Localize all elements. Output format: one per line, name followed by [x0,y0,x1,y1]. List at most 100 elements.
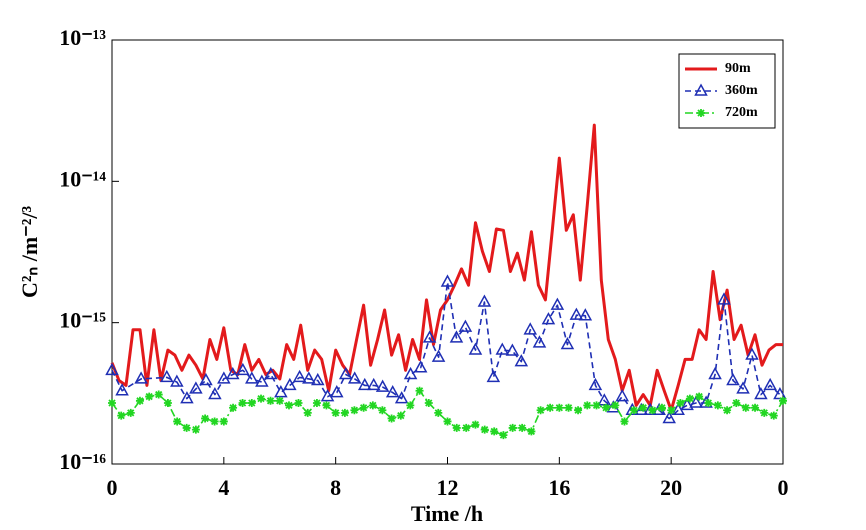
marker [255,374,269,387]
x-axis-label: Time /h [411,501,483,526]
marker [180,391,194,404]
marker [330,385,344,398]
marker [477,294,492,307]
marker [662,410,676,424]
marker [685,394,694,403]
marker [611,401,620,410]
marker [667,406,676,415]
marker [396,411,405,420]
marker [302,371,316,384]
marker [518,423,527,432]
y-tick-label: 10⁻¹⁴ [59,166,106,191]
marker [732,399,741,408]
marker [458,319,473,332]
marker [415,386,424,395]
marker [105,362,119,376]
marker [505,343,520,356]
marker [560,337,575,350]
marker [536,406,545,415]
y-tick-label: 10⁻¹⁶ [59,449,106,474]
marker [350,406,359,415]
legend-label: 90m [725,61,751,76]
marker [294,399,303,408]
x-tick-label: 20 [660,475,682,500]
marker [615,389,630,402]
x-tick-label: 16 [548,475,570,500]
marker [357,377,372,391]
marker [704,399,713,408]
marker [274,385,288,398]
marker [508,423,517,432]
marker [284,401,293,410]
marker [347,371,362,384]
marker [760,408,769,417]
marker [680,397,694,411]
marker [602,403,611,412]
marker [514,354,529,367]
marker [406,401,415,410]
marker [468,342,483,355]
marker [201,414,210,423]
marker [648,406,657,415]
marker [292,369,307,383]
marker [763,377,777,391]
y-axis-label: C²ₙ /m⁻²/³ [17,206,42,299]
x-tick-label: 12 [437,475,459,500]
marker [182,423,191,432]
marker [745,347,759,360]
marker [338,366,353,380]
series-line [111,281,781,420]
marker [499,431,508,440]
marker [440,274,455,287]
marker [208,386,222,400]
marker [754,386,768,400]
x-tick-label: 0 [107,475,118,500]
marker [431,349,446,362]
marker [210,417,219,426]
marker [257,394,266,403]
marker [434,408,443,417]
marker [532,335,547,348]
marker [385,385,400,398]
marker [480,425,489,434]
marker [597,393,612,406]
marker [238,399,247,408]
marker [546,403,555,412]
marker [145,392,154,401]
marker [639,403,648,412]
marker [574,406,583,415]
marker [236,362,250,376]
legend-marker [694,83,708,96]
marker [657,403,666,412]
marker [247,399,256,408]
marker [523,322,538,335]
marker [264,366,278,380]
marker [163,399,172,408]
marker [320,389,335,402]
marker [266,396,275,405]
marker [311,372,325,386]
marker [443,417,452,426]
x-tick-label: 4 [218,475,229,500]
marker [583,401,592,410]
marker [378,406,387,415]
marker [217,371,231,384]
marker [375,379,390,392]
marker [322,401,331,410]
legend-label: 720m [725,105,758,120]
marker [189,381,203,394]
marker [173,417,182,426]
marker [422,330,437,343]
marker [135,396,144,405]
marker [275,396,284,405]
marker [741,403,750,412]
marker [676,399,685,408]
marker [134,371,148,384]
marker [564,403,573,412]
marker [219,417,228,426]
marker [620,417,629,426]
marker [527,427,536,436]
marker [160,369,174,383]
marker [629,406,638,415]
